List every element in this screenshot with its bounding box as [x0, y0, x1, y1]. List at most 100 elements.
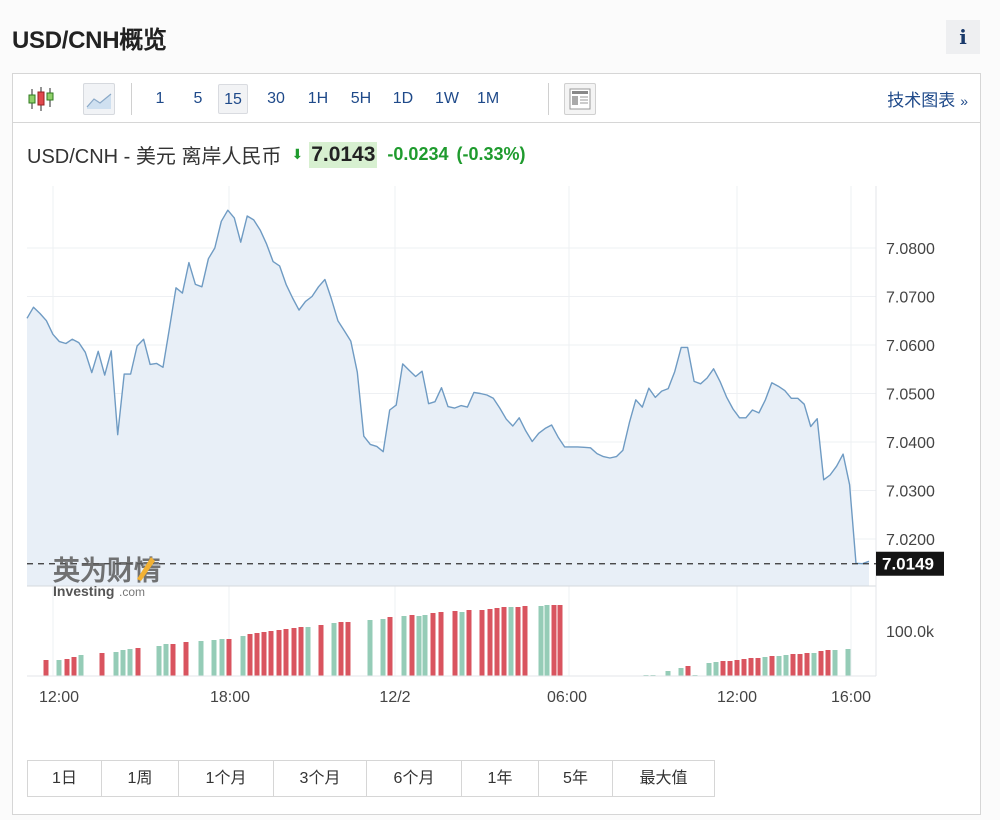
y-tick-label: 7.0300 — [886, 484, 935, 501]
volume-bar — [380, 619, 386, 676]
range-button[interactable]: 最大值 — [613, 761, 714, 796]
volume-bar — [268, 631, 274, 676]
volume-bar — [685, 666, 691, 676]
volume-bar — [338, 622, 344, 676]
timeframe-5h[interactable]: 5H — [350, 90, 372, 107]
price-change-percent: (-0.33%) — [456, 144, 526, 164]
volume-bar — [298, 627, 304, 676]
range-button[interactable]: 1个月 — [179, 761, 274, 796]
price-chart[interactable]: 7.0800 7.0700 7.0600 7.0500 7.0400 7.0300 7.02… — [13, 74, 980, 754]
volume-bar — [438, 612, 444, 676]
volume-bar — [276, 630, 282, 676]
timeframe-1m[interactable]: 1M — [477, 90, 500, 107]
volume-bar — [331, 623, 337, 676]
candlestick-icon[interactable] — [25, 83, 57, 115]
volume-bar — [430, 613, 436, 676]
volume-bar — [748, 658, 754, 676]
volume-bar — [345, 622, 351, 676]
range-button[interactable]: 1日 — [28, 761, 102, 796]
volume-bar — [170, 644, 176, 676]
volume-bars — [43, 605, 851, 676]
range-button[interactable]: 3个月 — [274, 761, 367, 796]
quote-header: USD/CNH - 美元 离岸人民币 ⬇ 7.0143 -0.0234 (-0.… — [27, 140, 526, 169]
info-button[interactable]: i — [946, 20, 980, 54]
volume-bar — [254, 633, 260, 676]
range-button[interactable]: 5年 — [539, 761, 613, 796]
timeframe-1d[interactable]: 1D — [392, 90, 414, 107]
volume-bar — [183, 642, 189, 676]
volume-bar — [120, 650, 126, 676]
volume-bar — [706, 663, 712, 676]
volume-bar — [56, 660, 62, 676]
layout-icon[interactable] — [564, 83, 596, 115]
y-tick-label: 7.0400 — [886, 435, 935, 452]
volume-bar — [790, 654, 796, 676]
volume-bar — [198, 641, 204, 676]
current-price-label: 7.0149 — [882, 555, 934, 574]
instrument-name: USD/CNH - 美元 离岸人民币 — [27, 146, 282, 168]
volume-bar — [459, 612, 465, 676]
current-price-tag — [876, 551, 944, 576]
range-button[interactable]: 1周 — [102, 761, 179, 796]
volume-bar — [71, 657, 77, 676]
y-tick-label: 7.0700 — [886, 290, 935, 307]
technical-chart-link[interactable]: 技术图表» — [887, 86, 968, 111]
y-tick-label: 7.0200 — [886, 532, 935, 549]
volume-bar — [755, 658, 761, 676]
volume-bar — [452, 611, 458, 676]
volume-axis-label: 100.0k — [886, 624, 935, 641]
volume-bar — [713, 662, 719, 676]
technical-chart-label: 技术图表 — [887, 91, 956, 110]
volume-bar — [494, 608, 500, 676]
timeframe-1[interactable]: 1 — [155, 90, 165, 107]
volume-bar — [762, 657, 768, 676]
watermark-en-suffix: .com — [119, 585, 145, 599]
volume-bar — [305, 627, 311, 676]
x-tick-label: 12:00 — [39, 689, 79, 706]
toolbar-separator — [548, 83, 549, 115]
volume-bar — [367, 620, 373, 676]
volume-bar — [734, 660, 740, 676]
price-change: -0.0234 — [387, 144, 449, 164]
timeframe-5[interactable]: 5 — [193, 90, 203, 107]
timeframe-15[interactable]: 15 — [218, 84, 248, 114]
range-button[interactable]: 6个月 — [367, 761, 462, 796]
volume-bar — [291, 628, 297, 676]
volume-bar — [318, 625, 324, 676]
volume-bar — [741, 659, 747, 676]
last-price: 7.0143 — [309, 141, 378, 168]
volume-bar — [538, 606, 544, 676]
volume-bar — [508, 607, 514, 676]
timeframe-1w[interactable]: 1W — [435, 90, 459, 107]
volume-bar — [43, 660, 49, 676]
volume-bar — [501, 607, 507, 676]
volume-bar — [783, 655, 789, 676]
volume-bar — [219, 639, 225, 676]
x-tick-label: 12:00 — [717, 689, 757, 706]
area-chart-icon[interactable] — [83, 83, 115, 115]
volume-bar — [678, 668, 684, 676]
volume-bar — [127, 649, 133, 676]
volume-bar — [211, 640, 217, 676]
x-tick-label: 18:00 — [210, 689, 250, 706]
volume-bar — [240, 636, 246, 676]
price-line — [26, 209, 870, 565]
volume-bar — [776, 656, 782, 676]
timeframe-30[interactable]: 30 — [267, 90, 285, 107]
range-selector: 1日 1周 1个月 3个月 6个月 1年 5年 最大值 — [27, 760, 715, 797]
volume-bar — [804, 653, 810, 676]
y-tick-label: 7.0500 — [886, 387, 935, 404]
volume-bar — [665, 671, 671, 676]
volume-bar — [825, 650, 831, 676]
watermark-accent — [137, 557, 155, 581]
x-tick-label: 12/2 — [379, 689, 410, 706]
arrow-down-icon: ⬇ — [291, 146, 304, 162]
range-button[interactable]: 1年 — [462, 761, 539, 796]
y-tick-label: 7.0600 — [886, 338, 935, 355]
x-tick-label: 16:00 — [831, 689, 871, 706]
volume-bar — [416, 616, 422, 676]
timeframe-1h[interactable]: 1H — [307, 90, 329, 107]
volume-bar — [832, 650, 838, 676]
volume-bar — [387, 617, 393, 676]
